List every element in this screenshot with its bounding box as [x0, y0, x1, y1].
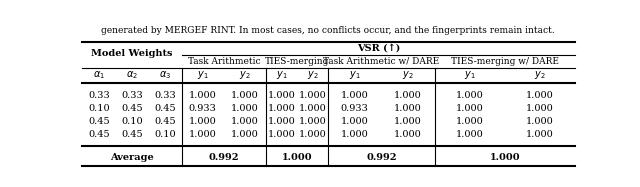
- Text: 1.000: 1.000: [526, 104, 554, 113]
- Text: generated by MERGEF RINT. In most cases, no conflicts occur, and the fingerprint: generated by MERGEF RINT. In most cases,…: [101, 26, 555, 35]
- Text: 0.992: 0.992: [209, 153, 239, 162]
- Text: 1.000: 1.000: [299, 117, 326, 126]
- Text: $\alpha_2$: $\alpha_2$: [126, 69, 138, 81]
- Text: $\alpha_1$: $\alpha_1$: [93, 69, 106, 81]
- Text: 1.000: 1.000: [394, 117, 422, 126]
- Text: TIES-merging w/ DARE: TIES-merging w/ DARE: [451, 57, 559, 66]
- Text: $y_2$: $y_2$: [534, 69, 546, 81]
- Text: 0.45: 0.45: [121, 130, 143, 139]
- Text: 1.000: 1.000: [394, 130, 422, 139]
- Text: 1.000: 1.000: [189, 130, 216, 139]
- Text: 1.000: 1.000: [394, 91, 422, 100]
- Text: 1.000: 1.000: [526, 130, 554, 139]
- Text: $y_1$: $y_1$: [276, 69, 287, 81]
- Text: 1.000: 1.000: [231, 104, 259, 113]
- Text: 1.000: 1.000: [299, 104, 326, 113]
- Text: 1.000: 1.000: [340, 117, 369, 126]
- Text: 1.000: 1.000: [340, 91, 369, 100]
- Text: 1.000: 1.000: [526, 91, 554, 100]
- Text: 1.000: 1.000: [456, 130, 484, 139]
- Text: 1.000: 1.000: [268, 117, 296, 126]
- Text: 1.000: 1.000: [231, 130, 259, 139]
- Text: 1.000: 1.000: [189, 91, 216, 100]
- Text: 0.45: 0.45: [154, 117, 175, 126]
- Text: 0.45: 0.45: [121, 104, 143, 113]
- Text: $y_2$: $y_2$: [239, 69, 251, 81]
- Text: $y_1$: $y_1$: [464, 69, 476, 81]
- Text: 1.000: 1.000: [299, 91, 326, 100]
- Text: 1.000: 1.000: [231, 91, 259, 100]
- Text: 1.000: 1.000: [268, 91, 296, 100]
- Text: 0.992: 0.992: [366, 153, 397, 162]
- Text: 1.000: 1.000: [268, 130, 296, 139]
- Text: 0.33: 0.33: [88, 91, 110, 100]
- Text: 0.45: 0.45: [154, 104, 175, 113]
- Text: VSR (↑): VSR (↑): [356, 44, 400, 53]
- Text: 1.000: 1.000: [456, 104, 484, 113]
- Text: 1.000: 1.000: [490, 153, 520, 162]
- Text: 1.000: 1.000: [282, 153, 312, 162]
- Text: 0.45: 0.45: [88, 130, 110, 139]
- Text: 1.000: 1.000: [299, 130, 326, 139]
- Text: 0.10: 0.10: [121, 117, 143, 126]
- Text: 0.45: 0.45: [88, 117, 110, 126]
- Text: $\alpha_3$: $\alpha_3$: [159, 69, 171, 81]
- Text: 1.000: 1.000: [340, 130, 369, 139]
- Text: $y_2$: $y_2$: [307, 69, 318, 81]
- Text: 0.10: 0.10: [154, 130, 175, 139]
- Text: 0.10: 0.10: [88, 104, 110, 113]
- Text: Task Arithmetic: Task Arithmetic: [188, 57, 260, 66]
- Text: 1.000: 1.000: [456, 117, 484, 126]
- Text: Task Arithmetic w/ DARE: Task Arithmetic w/ DARE: [323, 57, 440, 66]
- Text: 1.000: 1.000: [268, 104, 296, 113]
- Text: 0.933: 0.933: [189, 104, 217, 113]
- Text: 1.000: 1.000: [456, 91, 484, 100]
- Text: 1.000: 1.000: [526, 117, 554, 126]
- Text: 1.000: 1.000: [231, 117, 259, 126]
- Text: $y_2$: $y_2$: [402, 69, 414, 81]
- Text: 1.000: 1.000: [394, 104, 422, 113]
- Text: Average: Average: [110, 153, 154, 162]
- Text: TIES-merging: TIES-merging: [265, 57, 329, 66]
- Text: 0.33: 0.33: [121, 91, 143, 100]
- Text: 0.33: 0.33: [154, 91, 176, 100]
- Text: 0.933: 0.933: [340, 104, 369, 113]
- Text: $y_1$: $y_1$: [197, 69, 209, 81]
- Text: $y_1$: $y_1$: [349, 69, 360, 81]
- Text: 1.000: 1.000: [189, 117, 216, 126]
- Text: Model Weights: Model Weights: [92, 49, 173, 58]
